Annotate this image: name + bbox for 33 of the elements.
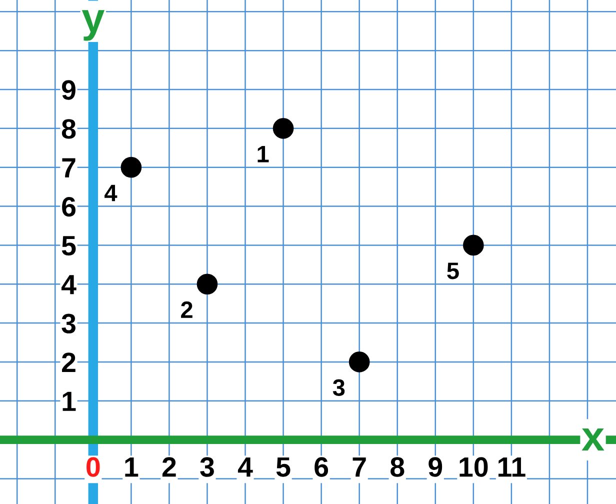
y-tick-label: 2 xyxy=(62,352,76,372)
x-tick-label: 10 xyxy=(460,457,488,477)
point xyxy=(348,352,370,372)
y-axis-title: y xyxy=(82,10,105,41)
annotation: 3 xyxy=(332,379,345,396)
x-tick-label: 9 xyxy=(428,457,442,477)
x-tick-label: 6 xyxy=(314,457,328,477)
x-tick-label: 11 xyxy=(498,457,526,477)
y-tick-label: 1 xyxy=(62,392,76,411)
annotation: 2 xyxy=(181,301,192,318)
y-tick-label: 8 xyxy=(62,119,76,139)
point xyxy=(272,118,294,139)
x-tick-label: 0 xyxy=(86,457,100,477)
x-tick-label: 5 xyxy=(276,457,290,477)
y-tick-label: 4 xyxy=(61,275,76,294)
annotation: 5 xyxy=(447,262,459,280)
y-tick-label: 7 xyxy=(62,158,76,178)
point xyxy=(462,234,484,256)
annotation: 1 xyxy=(258,146,269,162)
x-tick-label: 3 xyxy=(200,457,214,477)
x-axis-title: x xyxy=(582,428,604,451)
y-tick-label: 6 xyxy=(62,196,76,217)
x-tick-label: 2 xyxy=(162,457,176,477)
annotation: 4 xyxy=(104,184,118,202)
y-tick-label: 9 xyxy=(62,80,76,100)
y-tick-label: 5 xyxy=(62,236,76,256)
x-tick-label: 8 xyxy=(390,457,404,477)
point xyxy=(120,156,142,178)
x-tick-label: 7 xyxy=(352,457,366,477)
x-tick-label: 1 xyxy=(125,457,138,477)
y-tick-label: 3 xyxy=(62,314,76,334)
point xyxy=(196,274,218,295)
x-tick-label: 4 xyxy=(238,457,253,477)
